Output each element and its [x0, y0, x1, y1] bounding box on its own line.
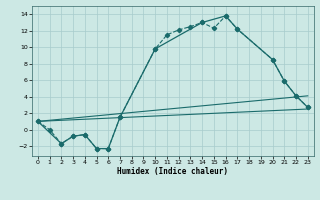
X-axis label: Humidex (Indice chaleur): Humidex (Indice chaleur) — [117, 167, 228, 176]
